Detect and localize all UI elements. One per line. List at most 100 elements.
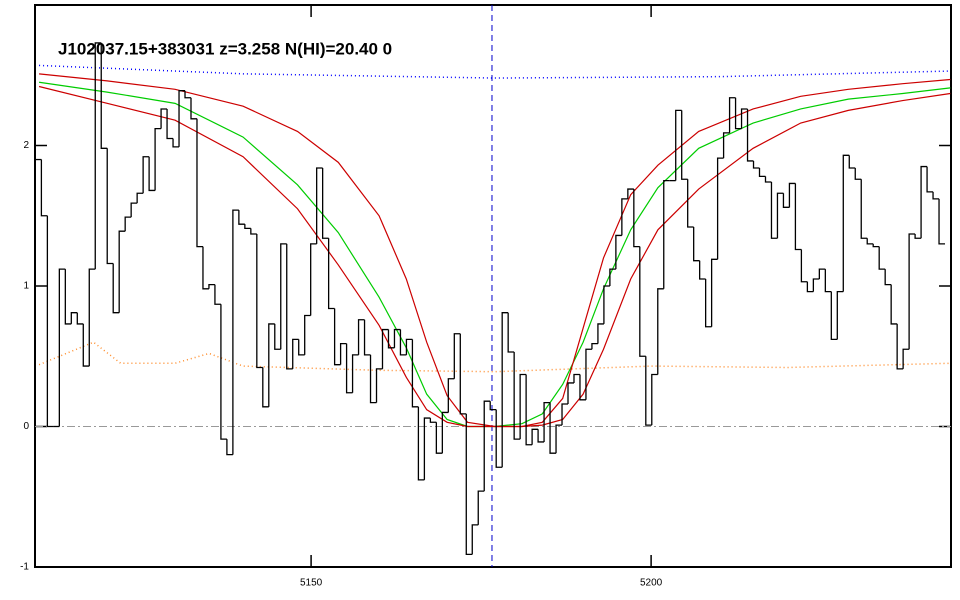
flux-bin xyxy=(244,224,251,230)
model-curve xyxy=(39,73,951,428)
flux-bin xyxy=(423,417,431,480)
flux-bin xyxy=(758,167,766,178)
flux-bin xyxy=(609,268,616,286)
flux-bin xyxy=(561,403,569,426)
flux-bin xyxy=(675,109,682,181)
flux-bin xyxy=(142,156,150,194)
flux-bin xyxy=(399,329,407,356)
flux-bin xyxy=(914,234,922,239)
flux-bin xyxy=(537,429,545,443)
flux-bin xyxy=(884,269,892,286)
flux-bin xyxy=(728,97,736,133)
flux-bin xyxy=(543,401,551,442)
flux-bin xyxy=(764,176,772,183)
flux-bin xyxy=(100,42,108,149)
flux-bin xyxy=(453,333,461,379)
flux-bin xyxy=(471,524,479,555)
flux-bin xyxy=(208,283,215,289)
flux-bin xyxy=(770,182,778,239)
flux-bin xyxy=(848,155,856,169)
flux-bin xyxy=(220,304,227,440)
flux-bin xyxy=(262,367,269,408)
flux-bin xyxy=(459,333,467,415)
flux-bin xyxy=(333,308,341,366)
flux-bin xyxy=(740,108,748,129)
flux-bin xyxy=(651,373,658,426)
flux-bin xyxy=(693,226,700,262)
flux-bin xyxy=(327,238,335,310)
flux-bin xyxy=(58,268,66,427)
flux-bin xyxy=(830,291,838,341)
flux-bin xyxy=(184,90,191,99)
flux-bin xyxy=(824,269,832,293)
flux-bin xyxy=(788,182,796,208)
flux-bin xyxy=(633,189,640,248)
flux-bin xyxy=(190,97,197,120)
flux-bin xyxy=(351,354,359,393)
flux-bin xyxy=(746,108,754,162)
flux-bin xyxy=(363,319,371,356)
flux-bin xyxy=(896,323,904,370)
flux-bin xyxy=(621,198,628,236)
flux-bin xyxy=(172,138,180,148)
flux-bin xyxy=(447,378,455,413)
flux-bin xyxy=(567,382,574,405)
flux-bin xyxy=(70,312,78,324)
flux-bin xyxy=(591,342,598,350)
flux-bin xyxy=(94,42,102,270)
flux-bin xyxy=(681,110,688,180)
flux-bin xyxy=(531,428,539,445)
flux-bin xyxy=(908,233,916,350)
flux-bin xyxy=(812,278,820,292)
flux-bin xyxy=(573,373,580,383)
flux-bin xyxy=(274,323,281,350)
flux-bin xyxy=(393,328,401,348)
flux-bin xyxy=(292,338,299,369)
flux-bin xyxy=(645,356,652,426)
flux-bin xyxy=(854,167,862,180)
flux-bin xyxy=(519,373,527,440)
flux-bin xyxy=(202,246,209,290)
flux-bin xyxy=(477,490,485,525)
flux-bin xyxy=(304,314,311,355)
flux-bin xyxy=(345,343,353,394)
flux-bin xyxy=(776,192,784,239)
flux-bin xyxy=(154,127,162,191)
flux-bin xyxy=(603,285,610,324)
y-tick-label: 2 xyxy=(23,140,29,151)
flux-bin xyxy=(88,268,96,367)
flux-bin xyxy=(818,268,826,279)
flux-bin xyxy=(76,312,84,325)
flux-bin xyxy=(417,406,425,481)
flux-bin xyxy=(465,413,473,556)
flux-bin xyxy=(250,228,257,235)
flux-bin xyxy=(64,269,72,325)
chart-title: J102037.15+383031 z=3.258 N(HI)=20.40 0 xyxy=(58,39,392,58)
flux-bin xyxy=(890,284,898,325)
flux-bin xyxy=(806,281,814,293)
y-tick-label: 1 xyxy=(23,281,29,292)
flux-bin xyxy=(136,192,144,204)
x-tick-label: 5200 xyxy=(640,578,663,589)
flux-bin xyxy=(639,246,646,357)
model-curve xyxy=(39,64,951,79)
flux-bin xyxy=(411,339,419,408)
flux-bin xyxy=(435,422,443,454)
flux-bin xyxy=(357,319,365,355)
flux-bin xyxy=(704,278,712,328)
flux-bin xyxy=(256,234,263,369)
flux-bin xyxy=(495,409,503,468)
flux-bin xyxy=(298,339,305,356)
flux-bin xyxy=(866,238,874,245)
flux-bin xyxy=(836,290,844,340)
flux-bin xyxy=(214,284,221,305)
flux-bin xyxy=(405,338,413,355)
flux-bin xyxy=(657,288,664,375)
flux-bin xyxy=(752,160,760,169)
flux-bin xyxy=(782,193,790,208)
flux-bin xyxy=(800,249,808,283)
flux-bin xyxy=(902,348,910,369)
model-curve xyxy=(38,341,951,373)
flux-bin xyxy=(525,374,533,446)
flux-bin xyxy=(82,323,90,367)
